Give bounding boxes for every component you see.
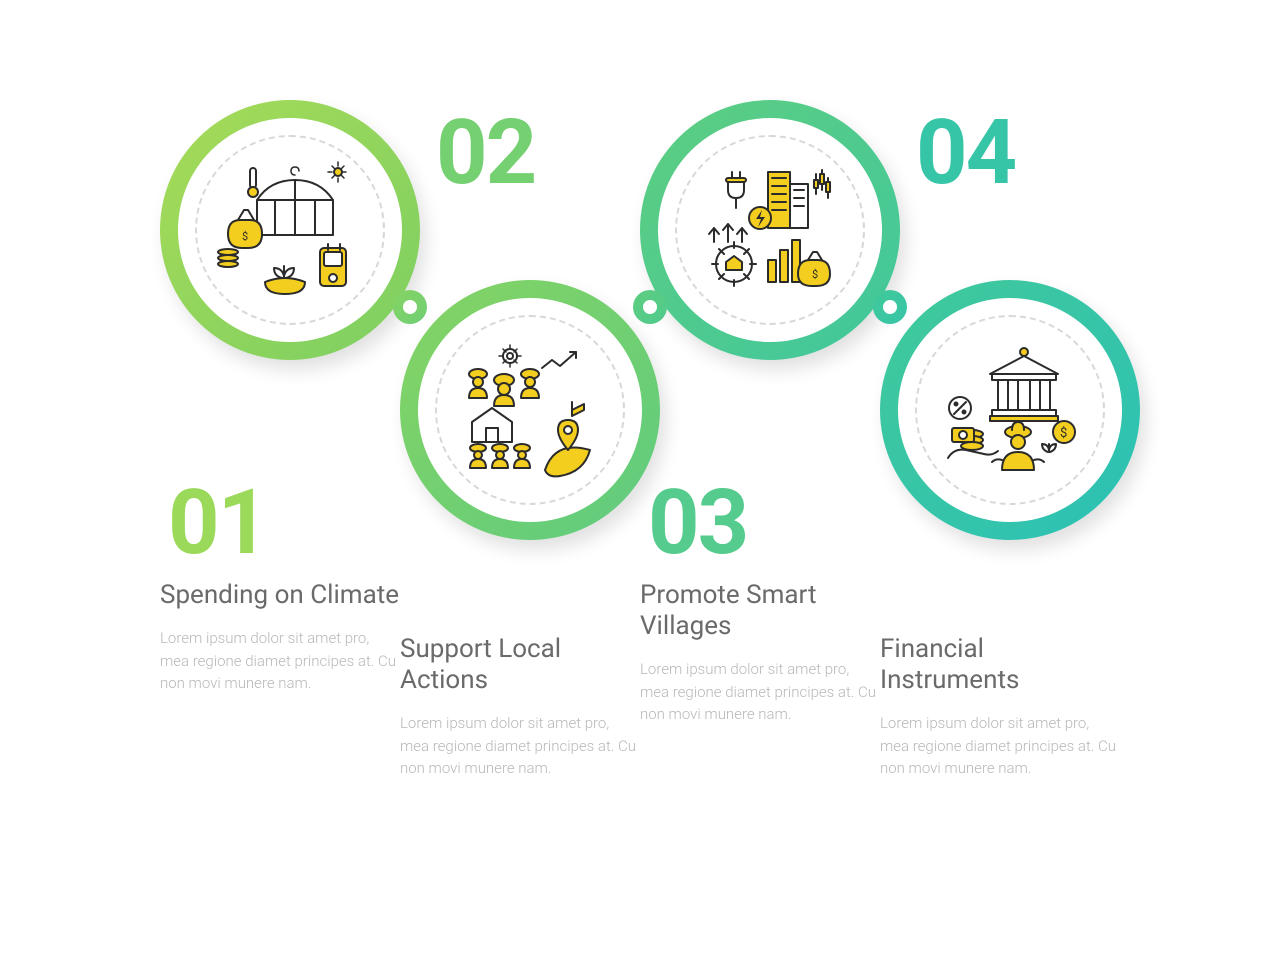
step-1-ring: $ [160,100,420,360]
step-1-inner: $ [178,118,402,342]
step-3-circle: $ [640,100,900,360]
svg-text:$: $ [812,268,818,281]
step-1-dashed: $ [195,135,385,325]
step-4-dashed: $ [915,315,1105,505]
step-4-title: Financial Instruments [880,634,1120,696]
step-3-text: Promote Smart Villages Lorem ipsum dolor… [640,580,880,726]
step-2-dashed [435,315,625,505]
step-4-inner: $ [898,298,1122,522]
step-1-number: 01 [168,470,267,575]
connector-2-3 [633,290,667,324]
step-4-text: Financial Instruments Lorem ipsum dolor … [880,634,1120,780]
step-3-body: Lorem ipsum dolor sit amet pro, mea regi… [640,658,880,726]
step-2-title: Support Local Actions [400,634,640,696]
step-2-text: Support Local Actions Lorem ipsum dolor … [400,634,640,780]
step-4-circle: $ [880,280,1140,540]
financial-instruments-icon: $ [930,330,1090,490]
svg-text:$: $ [1060,426,1067,441]
step-3-ring: $ [640,100,900,360]
step-3-dashed: $ [675,135,865,325]
connector-1-2 [393,290,427,324]
step-3-number: 03 [648,470,747,575]
step-3-title: Promote Smart Villages [640,580,880,642]
step-4-body: Lorem ipsum dolor sit amet pro, mea regi… [880,712,1120,780]
step-1-circle: $ [160,100,420,360]
step-2-body: Lorem ipsum dolor sit amet pro, mea regi… [400,712,640,780]
step-3-inner: $ [658,118,882,342]
infographic-stage: $ [0,0,1268,980]
step-2-number: 02 [436,100,535,205]
local-actions-icon [450,330,610,490]
connector-3-4 [873,290,907,324]
step-1-title: Spending on Climate [160,580,400,611]
step-2-inner [418,298,642,522]
svg-text:$: $ [242,230,248,243]
smart-villages-icon: $ [690,150,850,310]
step-1-text: Spending on Climate Lorem ipsum dolor si… [160,580,400,695]
step-2-circle [400,280,660,540]
step-4-ring: $ [880,280,1140,540]
step-2-ring [400,280,660,540]
step-1-body: Lorem ipsum dolor sit amet pro, mea regi… [160,627,400,695]
step-4-number: 04 [916,100,1015,205]
climate-spending-icon: $ [210,150,370,310]
